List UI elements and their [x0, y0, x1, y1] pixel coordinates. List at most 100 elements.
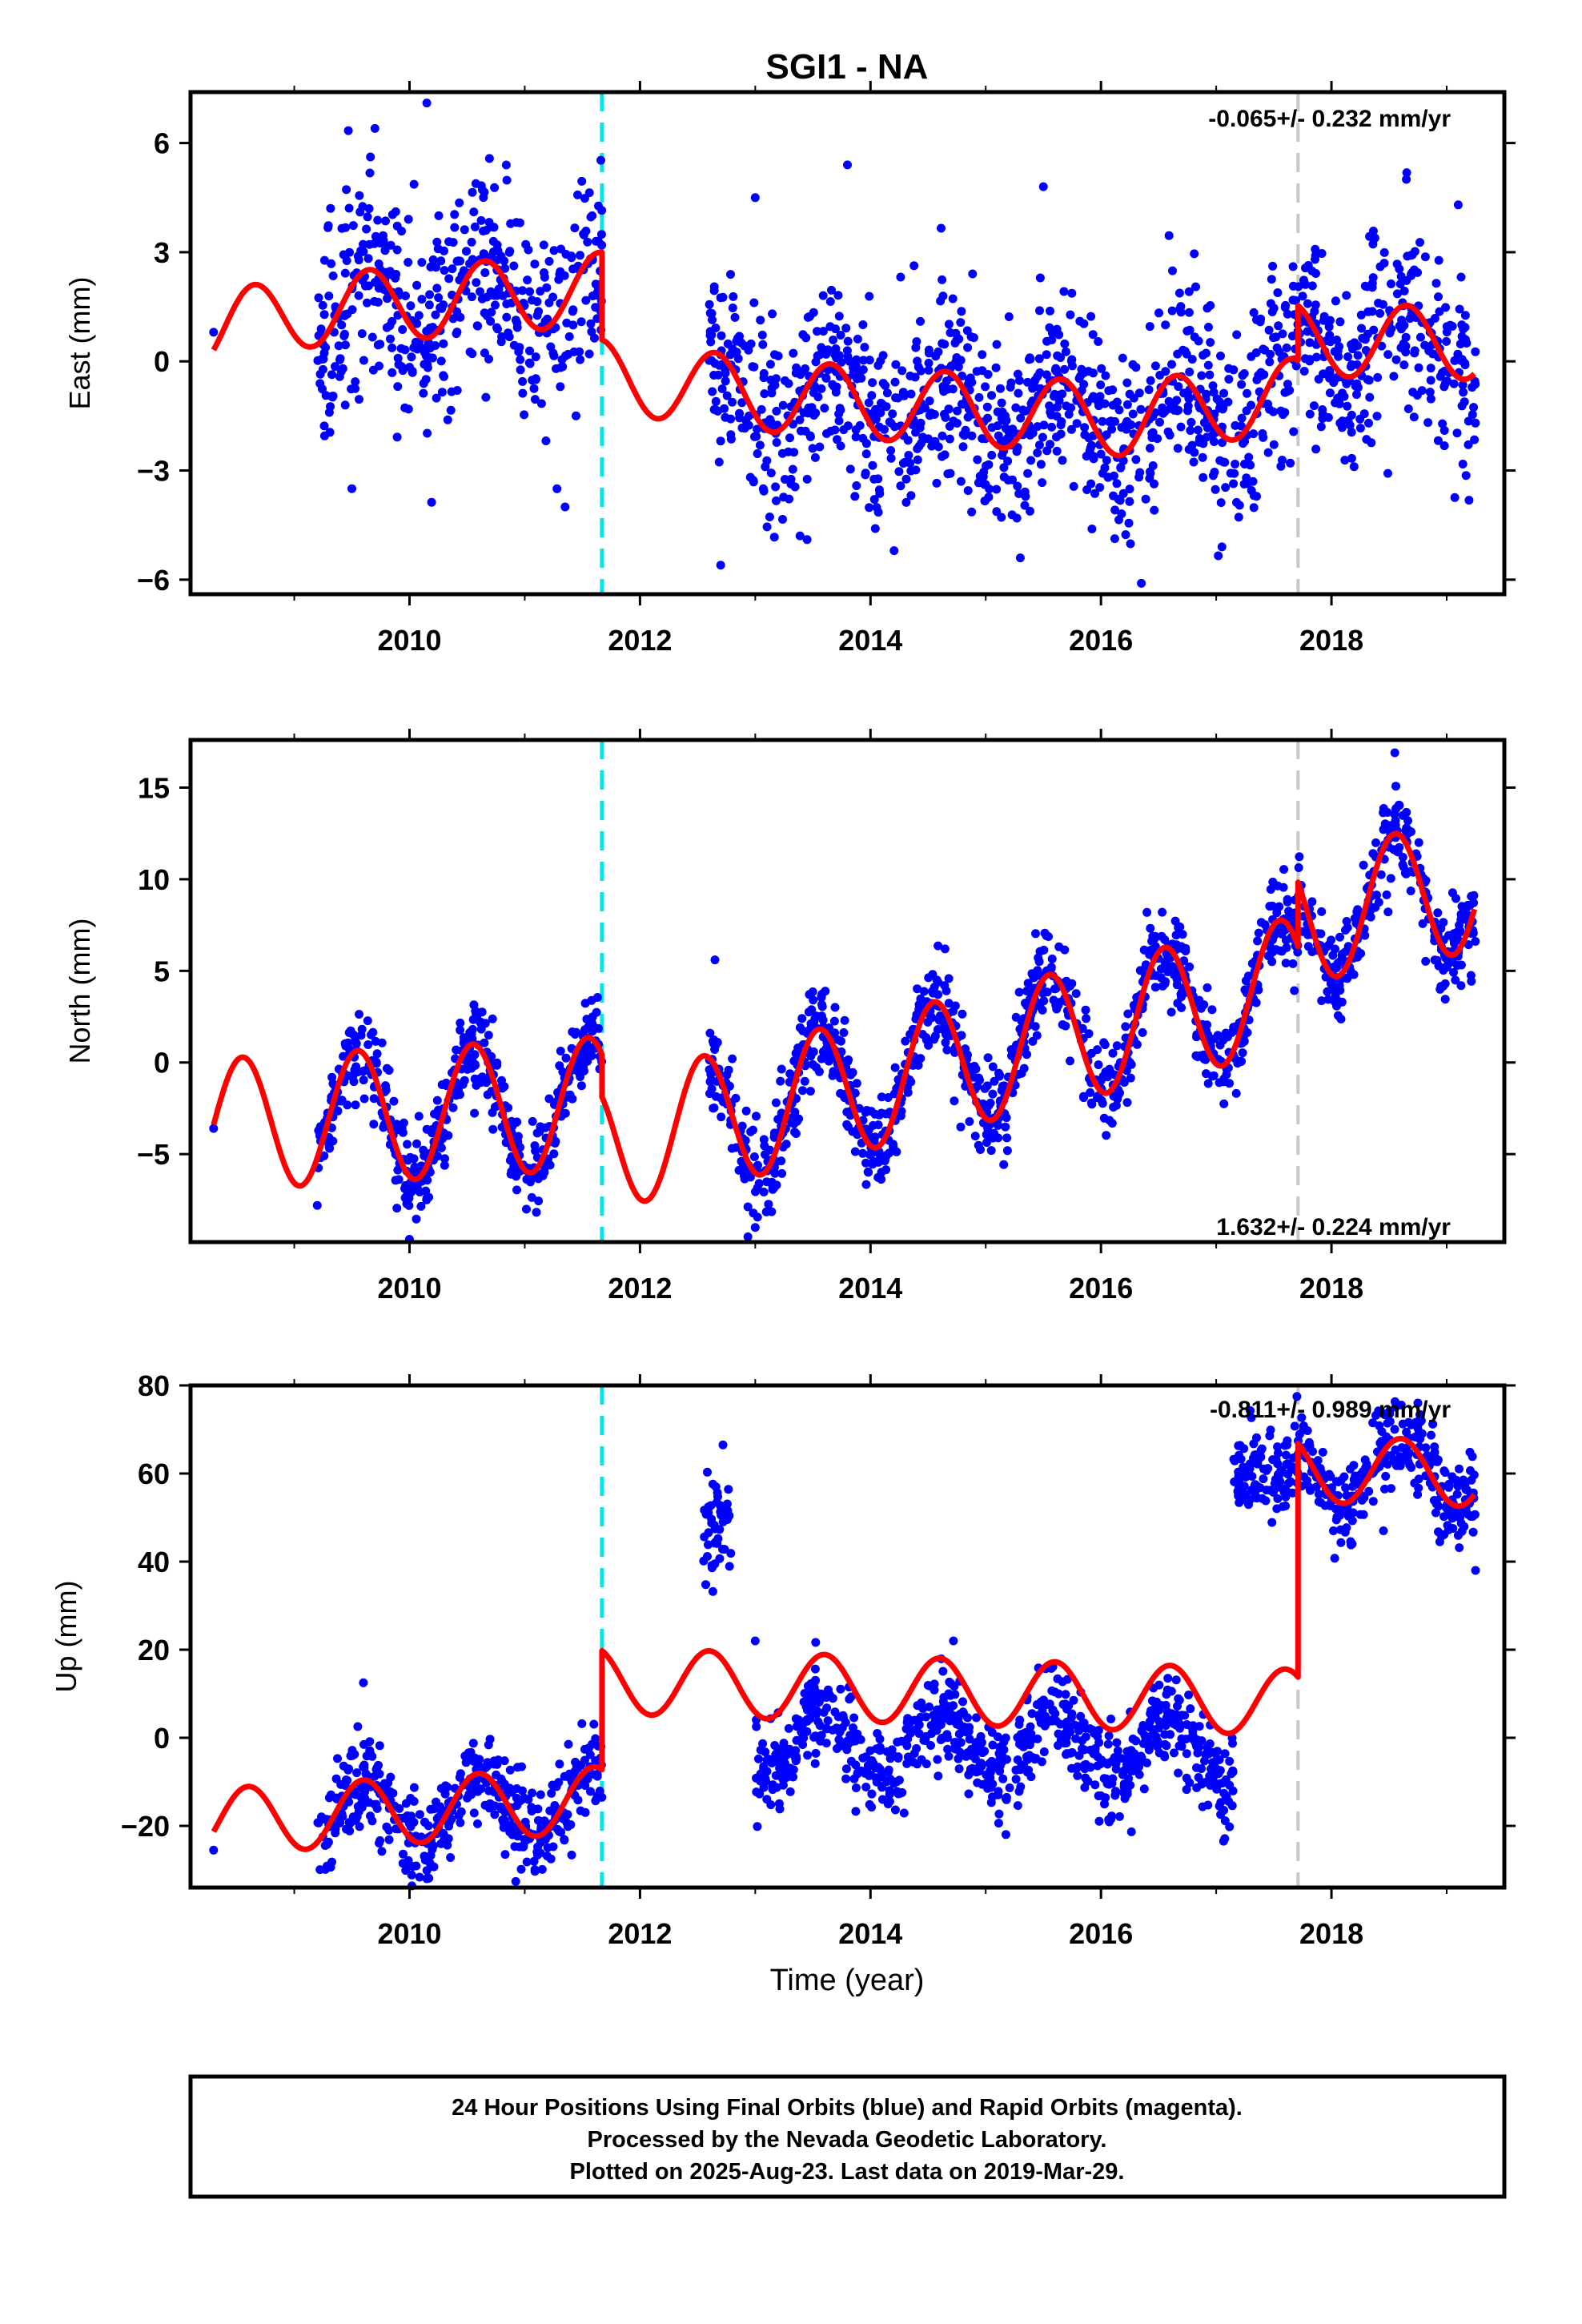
- data-point: [789, 1765, 798, 1775]
- data-point: [1141, 1735, 1150, 1745]
- data-point: [1032, 1031, 1042, 1040]
- data-point: [867, 391, 877, 400]
- data-point: [1069, 481, 1078, 491]
- data-point: [362, 224, 371, 234]
- data-point: [1038, 478, 1047, 488]
- data-point: [1214, 1769, 1223, 1779]
- data-point: [1071, 1734, 1081, 1743]
- data-point: [1022, 987, 1031, 995]
- data-point: [818, 1015, 828, 1025]
- data-point: [1471, 347, 1480, 356]
- data-point: [934, 1771, 943, 1781]
- data-point: [436, 356, 446, 366]
- data-point: [564, 332, 574, 341]
- data-point: [1439, 981, 1448, 991]
- data-point: [910, 372, 920, 382]
- data-point: [977, 1759, 986, 1768]
- data-point: [1309, 401, 1319, 411]
- data-point: [731, 1093, 741, 1103]
- data-point: [831, 324, 840, 334]
- data-point: [817, 343, 826, 352]
- data-point: [527, 1192, 536, 1202]
- data-point: [717, 384, 727, 393]
- data-point: [417, 258, 427, 267]
- data-point: [1301, 279, 1311, 289]
- data-point: [1112, 1041, 1122, 1051]
- data-point: [711, 396, 721, 406]
- data-point: [387, 343, 397, 352]
- data-point: [1464, 496, 1474, 505]
- data-point: [1191, 282, 1200, 292]
- data-point: [389, 1096, 399, 1106]
- data-point: [1420, 252, 1430, 262]
- data-point: [331, 362, 339, 372]
- data-point: [1318, 1447, 1327, 1457]
- data-point: [1386, 874, 1395, 883]
- data-point: [843, 336, 853, 346]
- data-point: [901, 1036, 910, 1046]
- data-point: [470, 1108, 480, 1118]
- data-point: [1007, 510, 1017, 520]
- data-point: [906, 491, 916, 501]
- data-point: [1247, 352, 1256, 361]
- data-point: [1203, 983, 1212, 992]
- data-point: [745, 472, 755, 482]
- data-point: [1219, 1836, 1228, 1846]
- data-point: [1263, 951, 1273, 961]
- data-point: [1049, 392, 1058, 401]
- data-point: [1087, 393, 1097, 403]
- data-point: [318, 384, 327, 394]
- data-point: [815, 1721, 825, 1731]
- data-point: [518, 286, 527, 296]
- data-point: [511, 1876, 520, 1886]
- data-point: [711, 1537, 721, 1546]
- data-point: [926, 408, 936, 418]
- data-point: [1134, 1770, 1144, 1779]
- data-point: [1452, 428, 1462, 438]
- data-point: [1311, 244, 1320, 254]
- data-point: [391, 1176, 400, 1185]
- data-point: [1056, 353, 1066, 362]
- data-point: [1392, 289, 1402, 299]
- data-point: [1335, 932, 1344, 942]
- data-point: [363, 1040, 373, 1049]
- data-point: [1003, 456, 1013, 466]
- outlier-point: [560, 502, 570, 512]
- data-point: [923, 1017, 933, 1027]
- data-point: [999, 1160, 1009, 1169]
- data-point: [1414, 838, 1423, 847]
- data-point: [760, 389, 769, 399]
- data-point: [1191, 1051, 1201, 1060]
- data-point: [1453, 1530, 1463, 1540]
- data-point: [992, 485, 1002, 494]
- data-point: [1469, 891, 1479, 900]
- data-point: [950, 1738, 959, 1747]
- data-point: [909, 1715, 919, 1725]
- data-point: [373, 340, 383, 350]
- data-point: [1074, 1751, 1084, 1760]
- data-point: [1112, 1738, 1122, 1747]
- data-point: [532, 311, 542, 320]
- data-point: [540, 1816, 549, 1826]
- data-point: [409, 179, 419, 189]
- data-point: [897, 366, 907, 376]
- data-point: [518, 388, 528, 398]
- data-point: [1013, 1801, 1022, 1811]
- data-point: [520, 410, 529, 420]
- data-point: [1452, 894, 1460, 903]
- data-point: [1439, 426, 1449, 435]
- data-point: [753, 1212, 762, 1222]
- data-point: [1367, 279, 1377, 288]
- data-point: [945, 434, 954, 444]
- x-tick-label: 2010: [377, 624, 441, 657]
- data-point: [1442, 963, 1452, 972]
- data-point: [1220, 1816, 1230, 1826]
- data-point: [1343, 973, 1352, 983]
- data-point: [1341, 926, 1350, 935]
- data-point: [1286, 458, 1295, 468]
- data-point: [986, 1146, 996, 1156]
- data-point: [1460, 323, 1470, 332]
- data-point: [936, 1720, 946, 1730]
- data-point: [1355, 424, 1365, 433]
- data-point: [1457, 401, 1467, 411]
